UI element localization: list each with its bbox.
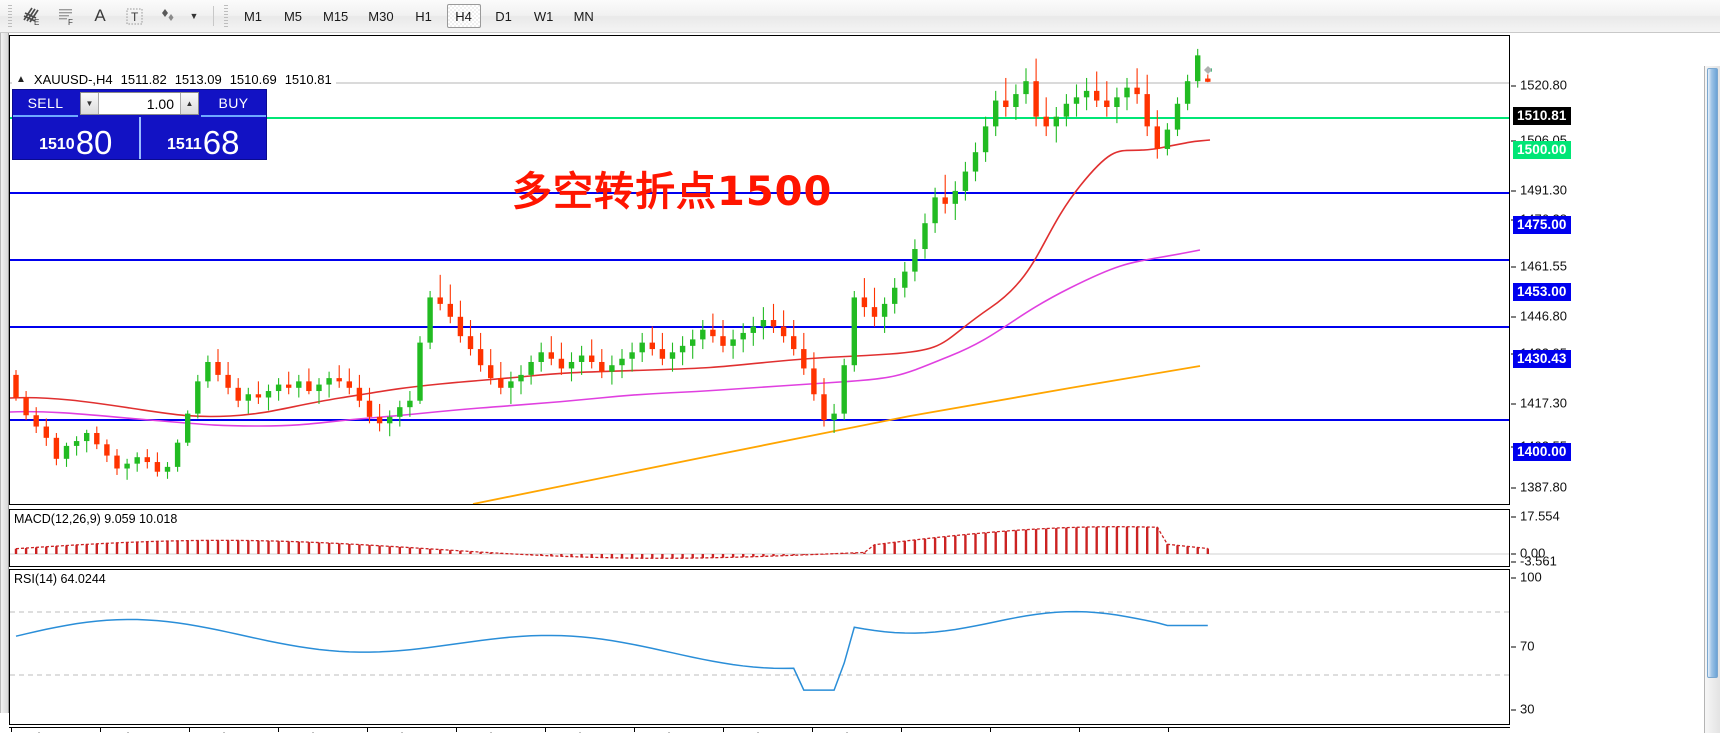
one-click-trading-panel[interactable]: SELL ▼ 1.00 ▲ BUY 1510 80 1511 68 [12,89,267,160]
ask-price-pips: 68 [202,123,240,161]
time-label: 24 Jul 20:00 [633,727,705,733]
collapse-icon[interactable]: ▲ [16,74,26,85]
vertical-scrollbar-thumb[interactable] [1707,68,1718,678]
svg-text:T: T [131,10,139,24]
volume-increase-icon[interactable]: ▲ [180,93,198,114]
svg-text:F: F [68,18,73,26]
ma-orange-line [472,365,1201,504]
ask-price[interactable]: 1511 68 [141,117,267,159]
rsi-axis-30: 30 [1511,702,1534,717]
price-axis[interactable]: 1520.80 1510.81 1506.05 1500.00 1491.30 … [1511,68,1671,728]
bid-price-pips: 80 [75,123,113,161]
bid-price-prefix: 1510 [39,136,75,153]
axis-tick: 1491.30 [1511,183,1567,198]
timeframe-m1[interactable]: M1 [243,8,263,24]
bid-price[interactable]: 1510 80 [13,117,141,159]
ma-magenta-line [10,249,1201,427]
timeframe-m5[interactable]: M5 [283,8,303,24]
main-toolbar: E F A T [0,0,1720,33]
timeframe-m15[interactable]: M15 [323,8,349,24]
macd-pane[interactable]: MACD(12,26,9) 9.059 10.018 [9,509,1510,567]
axis-tick: 1417.30 [1511,396,1567,411]
volume-input[interactable]: 1.00 [99,93,180,114]
level-tag-1453[interactable]: 1453.00 [1513,283,1571,301]
time-label: 8 Jul 20:00 [99,727,164,733]
time-label: 16 Jul 20:00 [366,727,438,733]
text-icon[interactable]: A [94,6,106,25]
level-tag-1430[interactable]: 1430.43 [1513,350,1571,368]
time-label: 30 Jul 20:00 [811,727,883,733]
rsi-label: RSI(14) 64.0244 [14,572,106,586]
macd-axis-top: 17.554 [1511,509,1560,524]
templates-icon[interactable]: F [51,3,81,29]
axis-tick: 1387.80 [1511,480,1567,495]
toolbar-grip-2[interactable] [224,5,228,27]
axis-tick: 1446.80 [1511,309,1567,324]
rsi-chart-svg [10,610,1509,691]
axis-tick: 1520.80 [1511,78,1567,93]
rsi-axis-100: 100 [1511,570,1542,585]
rsi-axis-70: 70 [1511,639,1534,654]
objects-icon[interactable] [153,3,183,29]
ohlc-high: 1513.09 [174,72,222,87]
sell-button[interactable]: SELL [13,90,78,117]
ma-red-line [10,139,1211,418]
dropdown-arrow-icon[interactable]: ▼ [189,11,199,21]
indicators-icon[interactable]: E [17,3,47,29]
time-label: 28 Jul 23:00 [722,727,794,733]
trade-panel-prices: 1510 80 1511 68 [13,117,266,159]
chart-annotation-text: 多空转折点1500 [512,169,833,215]
time-label: 4 Jul 2019 [11,727,72,733]
ohlc-close: 1510.81 [284,72,332,87]
time-label: 22 Jul 20:00 [544,727,616,733]
chart-area: x MACD(12,26,9) 9.059 10.018 RSI(14) 64.… [0,33,1720,733]
time-label: 7 Aug 20:00 [1079,727,1149,733]
level-tag-1475[interactable]: 1475.00 [1513,216,1571,234]
ask-price-prefix: 1511 [167,136,202,153]
timeframe-m30[interactable]: M30 [368,8,394,24]
toolbar-divider [213,6,214,26]
time-label: 11 Aug 23:00 [1168,727,1244,733]
macd-histogram [14,526,1209,559]
left-scroll-rail[interactable] [0,33,9,713]
macd-label: MACD(12,26,9) 9.059 10.018 [14,512,178,526]
buy-button[interactable]: BUY [201,90,266,117]
macd-chart-svg [10,526,1509,559]
time-label: 5 Aug 20:00 [990,727,1060,733]
svg-text:E: E [34,18,39,26]
volume-decrease-icon[interactable]: ▼ [81,93,99,114]
text-label-icon[interactable]: T [119,3,149,29]
symbol-info-bar: ▲ XAUUSD-,H4 1511.82 1513.09 1510.69 151… [12,71,336,88]
time-label: 10 Jul 20:00 [188,727,260,733]
level-tag-1500[interactable]: 1500.00 [1513,141,1571,159]
macd-axis-zero: 0.00 [1511,546,1545,561]
time-label: 1 Aug 20:00 [901,727,971,733]
timeframe-h1[interactable]: H1 [415,8,432,24]
macd-axis-bottom: -3.561 [1511,554,1557,569]
timeframe-h4[interactable]: H4 [446,4,481,28]
candlestick-series [13,48,1211,480]
rsi-line [15,610,1208,691]
volume-stepper[interactable]: ▼ 1.00 ▲ [80,92,199,115]
toolbar-grip-1[interactable] [8,5,12,27]
current-price-tag: 1510.81 [1513,107,1571,125]
price-chart-svg [10,48,1509,504]
time-label: 14 Jul 23:00 [277,727,349,733]
symbol-name: XAUUSD-,H4 [33,72,113,87]
macd-signal-line [15,526,1208,559]
axis-tick: 1461.55 [1511,259,1567,274]
rsi-pane[interactable]: RSI(14) 64.0244 [9,569,1510,725]
trade-panel-top: SELL ▼ 1.00 ▲ BUY [13,90,266,117]
time-axis[interactable]: 4 Jul 2019 8 Jul 20:00 10 Jul 20:00 14 J… [9,727,1510,733]
timeframe-mn[interactable]: MN [573,8,594,24]
vertical-scrollbar[interactable] [1704,66,1720,733]
ohlc-open: 1511.82 [120,72,167,87]
timeframe-w1[interactable]: W1 [533,8,554,24]
timeframe-d1[interactable]: D1 [495,8,512,24]
ohlc-low: 1510.69 [229,72,277,87]
time-label: 18 Jul 20:00 [455,727,527,733]
level-tag-1400[interactable]: 1400.00 [1513,443,1571,461]
